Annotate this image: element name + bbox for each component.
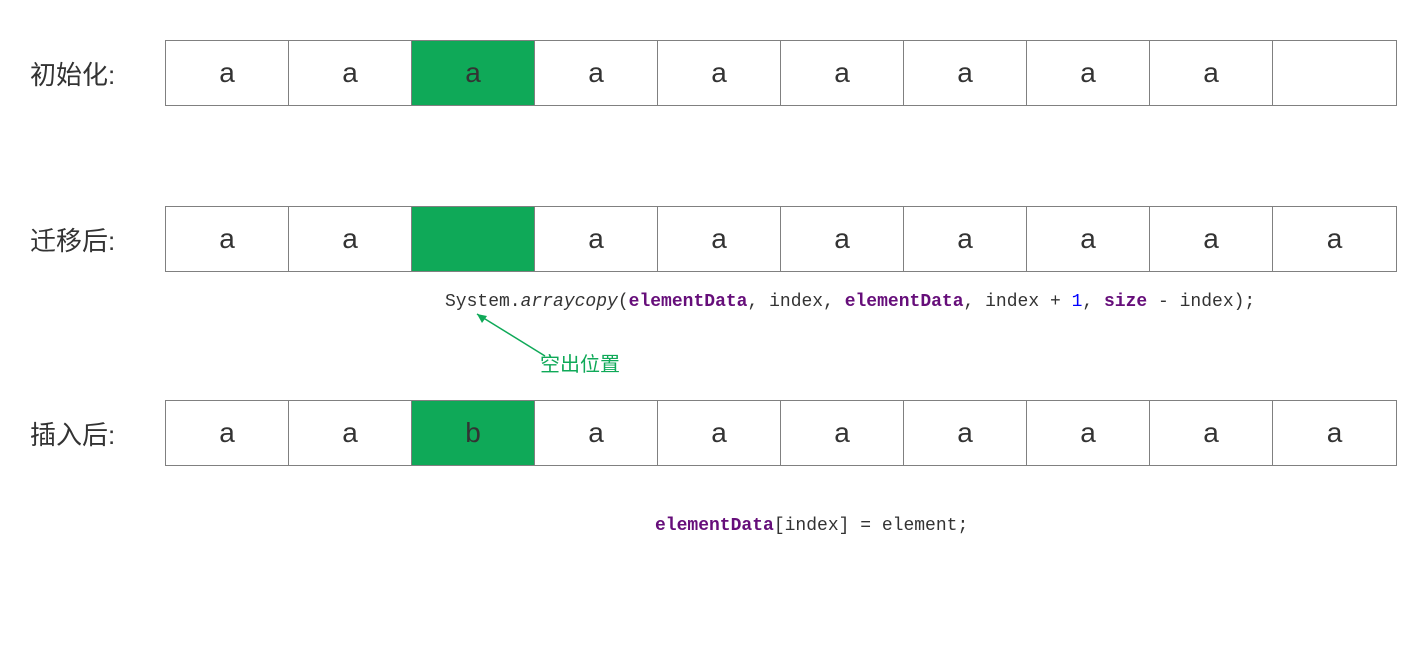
array-row-init: 初始化: a a a a a a a a a: [30, 40, 1397, 106]
empty-slot-label: 空出位置: [540, 348, 620, 377]
row-label: 初始化:: [30, 55, 165, 92]
row-label: 迁移后:: [30, 221, 165, 258]
cell: a: [1273, 207, 1396, 271]
cell-highlight: b: [412, 401, 535, 465]
code-token: [index] = element;: [774, 516, 968, 536]
cell: a: [535, 41, 658, 105]
cell-highlight: a: [412, 41, 535, 105]
cell: [1273, 41, 1396, 105]
code-token: ,: [1082, 292, 1104, 312]
row-label: 插入后:: [30, 415, 165, 452]
cell: a: [904, 41, 1027, 105]
cell: a: [289, 41, 412, 105]
cell-highlight: [412, 207, 535, 271]
cell: a: [1150, 41, 1273, 105]
array-inserted: a a b a a a a a a a: [165, 400, 1397, 466]
cell: a: [1150, 401, 1273, 465]
cell: a: [781, 41, 904, 105]
code-assign: elementData[index] = element;: [165, 516, 1397, 536]
code-arraycopy: System.arraycopy(elementData, index, ele…: [165, 292, 1397, 312]
cell: a: [658, 41, 781, 105]
code-token: , index,: [747, 292, 844, 312]
code-token: 1: [1072, 292, 1083, 312]
code-token: arraycopy: [521, 292, 618, 312]
cell: a: [658, 207, 781, 271]
array-shifted: a a a a a a a a a: [165, 206, 1397, 272]
code-token: (: [618, 292, 629, 312]
cell: a: [166, 207, 289, 271]
cell: a: [289, 401, 412, 465]
cell: a: [166, 41, 289, 105]
cell: a: [289, 207, 412, 271]
arrow-annotation: 空出位置: [165, 320, 1397, 370]
cell: a: [166, 401, 289, 465]
cell: a: [535, 207, 658, 271]
code-token: elementData: [655, 516, 774, 536]
cell: a: [781, 401, 904, 465]
cell: a: [1273, 401, 1396, 465]
cell: a: [1027, 207, 1150, 271]
cell: a: [904, 207, 1027, 271]
cell: a: [535, 401, 658, 465]
code-token: , index +: [964, 292, 1072, 312]
array-row-inserted: 插入后: a a b a a a a a a a: [30, 400, 1397, 466]
cell: a: [1150, 207, 1273, 271]
code-token: elementData: [629, 292, 748, 312]
cell: a: [658, 401, 781, 465]
array-row-shifted: 迁移后: a a a a a a a a a: [30, 206, 1397, 272]
code-token: System.: [445, 292, 521, 312]
cell: a: [1027, 41, 1150, 105]
code-token: - index);: [1147, 292, 1255, 312]
cell: a: [1027, 401, 1150, 465]
array-init: a a a a a a a a a: [165, 40, 1397, 106]
code-token: elementData: [845, 292, 964, 312]
cell: a: [781, 207, 904, 271]
code-token: size: [1104, 292, 1147, 312]
cell: a: [904, 401, 1027, 465]
